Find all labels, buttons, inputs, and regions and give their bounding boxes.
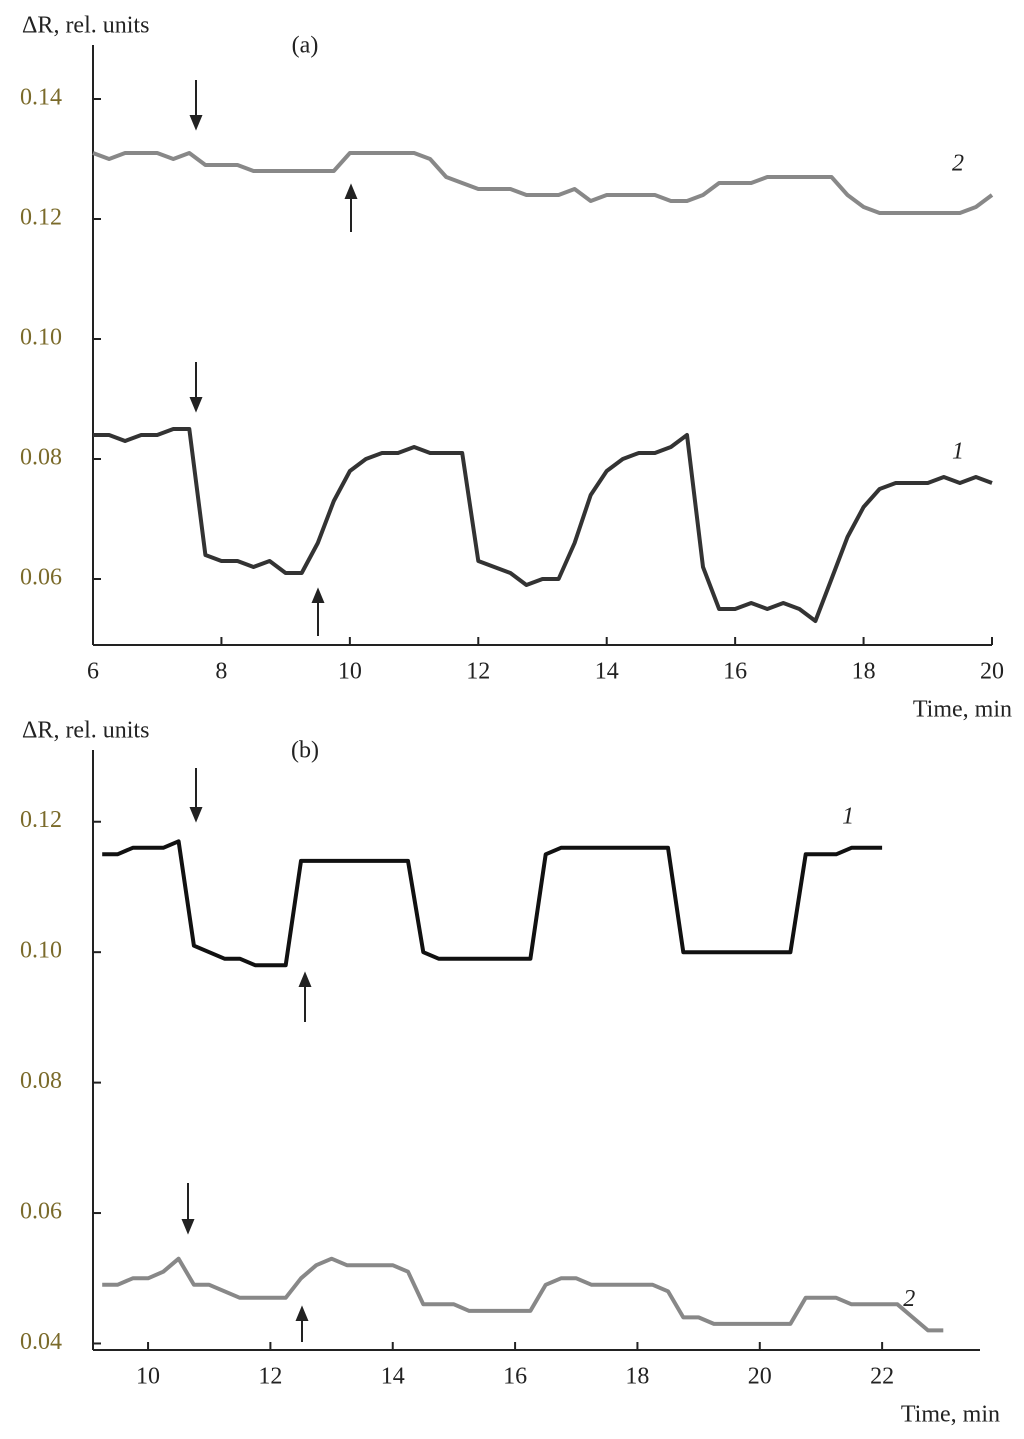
y-tick-label: 0.08 [20,445,62,471]
x-tick-label: 16 [503,1364,527,1390]
y-axis-label: ΔR, rel. units [22,718,149,744]
series-label: 1 [842,803,854,829]
y-tick-label: 0.06 [20,1199,62,1225]
x-tick-label: 16 [723,659,747,685]
arrows [181,80,358,1342]
x-tick-label: 18 [625,1364,649,1390]
y-tick-label: 0.10 [20,325,62,351]
x-tick-label: 10 [338,659,362,685]
x-tick-label: 22 [870,1364,894,1390]
x-tick-label: 14 [595,659,619,685]
x-axis-label: Time, min [913,697,1012,723]
y-tick-label: 0.04 [20,1329,62,1355]
panel-title: (a) [292,33,319,59]
panel-title: (b) [291,738,319,764]
series-line [102,839,883,968]
y-tick-label: 0.10 [20,938,62,964]
x-tick-label: 10 [136,1364,160,1390]
y-tick-label: 0.08 [20,1068,62,1094]
series-label: 2 [903,1286,915,1312]
y-tick-label: 0.12 [20,205,62,231]
x-tick-label: 14 [381,1364,405,1390]
series-line [92,151,994,215]
x-tick-label: 8 [215,659,227,685]
y-tick-label: 0.14 [20,85,62,111]
series-label: 2 [952,151,964,177]
x-tick-label: 6 [87,659,99,685]
y-tick-label: 0.06 [20,565,62,591]
y-tick-label: 0.12 [20,807,62,833]
x-axis-label: Time, min [901,1402,1000,1428]
x-tick-label: 12 [258,1364,282,1390]
series-line [93,427,993,623]
series-line [102,1256,944,1333]
x-tick-label: 20 [748,1364,772,1390]
x-tick-label: 20 [980,659,1004,685]
y-axis-label: ΔR, rel. units [22,13,149,39]
x-tick-label: 18 [852,659,876,685]
x-tick-label: 12 [466,659,490,685]
series-label: 1 [952,439,964,465]
